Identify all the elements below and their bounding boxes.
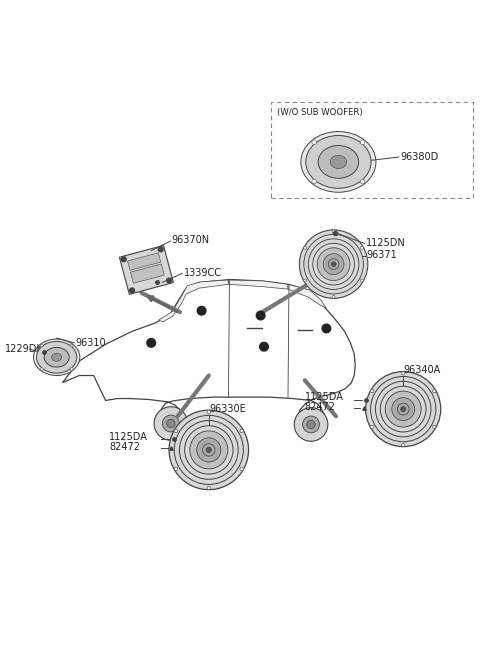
Circle shape xyxy=(70,344,73,347)
Circle shape xyxy=(70,367,73,371)
PathPatch shape xyxy=(62,280,355,434)
Circle shape xyxy=(366,371,441,447)
Circle shape xyxy=(322,324,331,333)
Text: 1125DA: 1125DA xyxy=(305,392,344,402)
Circle shape xyxy=(147,339,156,347)
Circle shape xyxy=(207,486,211,490)
Circle shape xyxy=(256,311,265,320)
Circle shape xyxy=(167,419,175,428)
Circle shape xyxy=(207,410,211,413)
Text: 1339CC: 1339CC xyxy=(184,269,222,278)
Circle shape xyxy=(360,246,363,250)
Circle shape xyxy=(300,230,368,299)
Circle shape xyxy=(328,259,339,269)
Ellipse shape xyxy=(330,155,347,168)
Circle shape xyxy=(360,140,365,145)
Circle shape xyxy=(190,431,228,469)
Text: 96380D: 96380D xyxy=(401,152,439,162)
Circle shape xyxy=(332,230,335,233)
Text: 82472: 82472 xyxy=(109,441,141,451)
Bar xyxy=(271,102,473,198)
Circle shape xyxy=(167,278,171,283)
Circle shape xyxy=(240,467,243,471)
Text: 96310: 96310 xyxy=(75,338,106,348)
Polygon shape xyxy=(288,284,326,309)
Ellipse shape xyxy=(318,145,359,178)
Circle shape xyxy=(206,447,211,453)
Bar xyxy=(128,253,161,271)
Bar xyxy=(131,264,164,284)
Polygon shape xyxy=(158,280,228,322)
Circle shape xyxy=(432,425,436,428)
Circle shape xyxy=(162,415,180,432)
Ellipse shape xyxy=(52,353,61,361)
Circle shape xyxy=(307,421,315,428)
Circle shape xyxy=(240,429,243,432)
Text: 96330E: 96330E xyxy=(210,404,247,414)
Circle shape xyxy=(360,279,363,282)
Text: 1125DA: 1125DA xyxy=(109,432,148,442)
Circle shape xyxy=(154,407,188,440)
Circle shape xyxy=(402,371,405,375)
Circle shape xyxy=(197,307,206,315)
Circle shape xyxy=(158,247,163,252)
Circle shape xyxy=(169,410,249,490)
Circle shape xyxy=(332,262,336,266)
Bar xyxy=(120,246,173,294)
Circle shape xyxy=(174,467,178,471)
Text: 82472: 82472 xyxy=(305,402,336,412)
Ellipse shape xyxy=(44,347,69,367)
Text: 1125DN: 1125DN xyxy=(366,238,406,248)
Ellipse shape xyxy=(34,339,80,375)
Circle shape xyxy=(260,343,268,351)
Circle shape xyxy=(385,391,421,427)
Circle shape xyxy=(371,425,374,428)
Circle shape xyxy=(197,438,221,462)
Ellipse shape xyxy=(306,136,371,188)
Circle shape xyxy=(304,246,307,250)
Circle shape xyxy=(40,344,43,347)
Circle shape xyxy=(392,398,415,421)
Ellipse shape xyxy=(60,354,79,366)
Text: 96370N: 96370N xyxy=(172,235,210,245)
Circle shape xyxy=(317,248,350,280)
Circle shape xyxy=(360,179,365,184)
Circle shape xyxy=(121,257,126,262)
Circle shape xyxy=(294,407,328,441)
Circle shape xyxy=(397,403,409,415)
Circle shape xyxy=(312,179,316,184)
Circle shape xyxy=(312,140,316,145)
Circle shape xyxy=(130,288,134,293)
Circle shape xyxy=(303,416,320,433)
Circle shape xyxy=(402,443,405,447)
Text: 96371: 96371 xyxy=(366,250,397,261)
Circle shape xyxy=(432,390,436,393)
Ellipse shape xyxy=(36,341,77,373)
Circle shape xyxy=(203,443,215,456)
Circle shape xyxy=(332,295,335,299)
Text: 96340A: 96340A xyxy=(403,365,441,375)
Circle shape xyxy=(371,390,374,393)
Text: 1229DK: 1229DK xyxy=(5,344,44,354)
Circle shape xyxy=(304,279,307,282)
Circle shape xyxy=(323,253,344,274)
Circle shape xyxy=(401,407,406,411)
Circle shape xyxy=(40,367,43,371)
Text: (W/O SUB WOOFER): (W/O SUB WOOFER) xyxy=(277,107,362,117)
Ellipse shape xyxy=(301,132,376,193)
Circle shape xyxy=(174,429,178,432)
Polygon shape xyxy=(228,280,288,289)
